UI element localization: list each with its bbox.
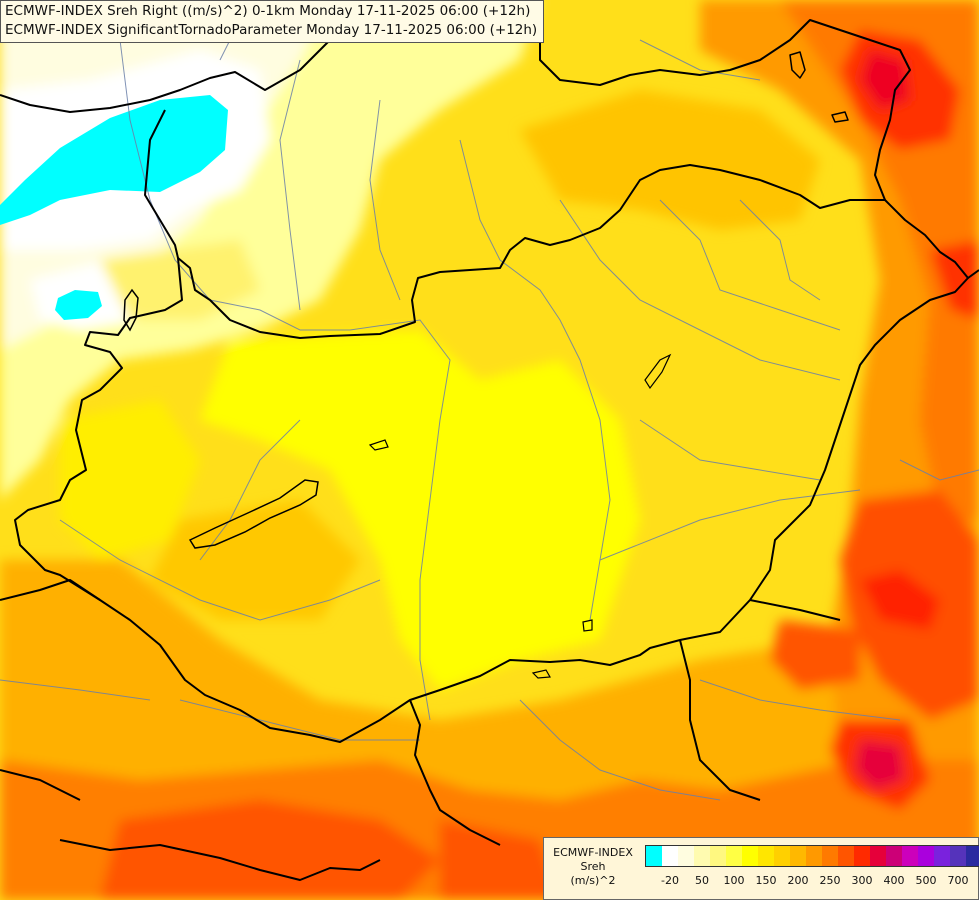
legend-swatch xyxy=(646,846,662,866)
legend-label: ECMWF-INDEX Sreh (m/s)^2 xyxy=(546,846,640,888)
legend-swatch xyxy=(966,846,979,866)
legend-tick-label: -20 xyxy=(661,874,679,887)
legend-tick-label: 150 xyxy=(755,874,777,887)
legend-swatch xyxy=(950,846,966,866)
title-line-sreh: ECMWF-INDEX Sreh Right ((m/s)^2) 0-1km M… xyxy=(5,3,531,19)
legend-swatch xyxy=(822,846,838,866)
legend-swatch xyxy=(934,846,950,866)
legend-swatch xyxy=(742,846,758,866)
legend-swatch xyxy=(902,846,918,866)
legend-tick-label: 300 xyxy=(851,874,873,887)
legend-variable: Sreh xyxy=(580,860,606,873)
legend-swatch xyxy=(854,846,870,866)
legend-tick-label: 200 xyxy=(787,874,809,887)
legend-swatch xyxy=(726,846,742,866)
legend-swatch xyxy=(790,846,806,866)
legend-tick-label: 700 xyxy=(947,874,969,887)
legend-swatch xyxy=(886,846,902,866)
legend-swatch xyxy=(678,846,694,866)
legend-unit: (m/s)^2 xyxy=(570,874,616,887)
legend-swatch xyxy=(838,846,854,866)
legend-tick-label: 250 xyxy=(819,874,841,887)
legend-swatch xyxy=(918,846,934,866)
legend-tick-label: 50 xyxy=(695,874,709,887)
legend-tick-label: 100 xyxy=(723,874,745,887)
title-line-stp: ECMWF-INDEX SignificantTornadoParameter … xyxy=(5,22,538,38)
legend-tick-label: 400 xyxy=(883,874,905,887)
legend-color-bar xyxy=(645,845,979,867)
legend-swatch xyxy=(710,846,726,866)
legend-swatch xyxy=(758,846,774,866)
legend-swatch xyxy=(662,846,678,866)
legend-source: ECMWF-INDEX xyxy=(553,846,633,859)
legend-tick-label: 500 xyxy=(915,874,937,887)
legend-swatch xyxy=(870,846,886,866)
map-title-box: ECMWF-INDEX Sreh Right ((m/s)^2) 0-1km M… xyxy=(0,0,545,43)
legend-swatch xyxy=(774,846,790,866)
legend-ticks: -20 50 100 150 200 250 300 400 500 700 xyxy=(645,874,975,890)
color-legend: ECMWF-INDEX Sreh (m/s)^2 -20 50 100 150 200 2… xyxy=(543,837,979,900)
legend-swatch xyxy=(806,846,822,866)
legend-swatch xyxy=(694,846,710,866)
